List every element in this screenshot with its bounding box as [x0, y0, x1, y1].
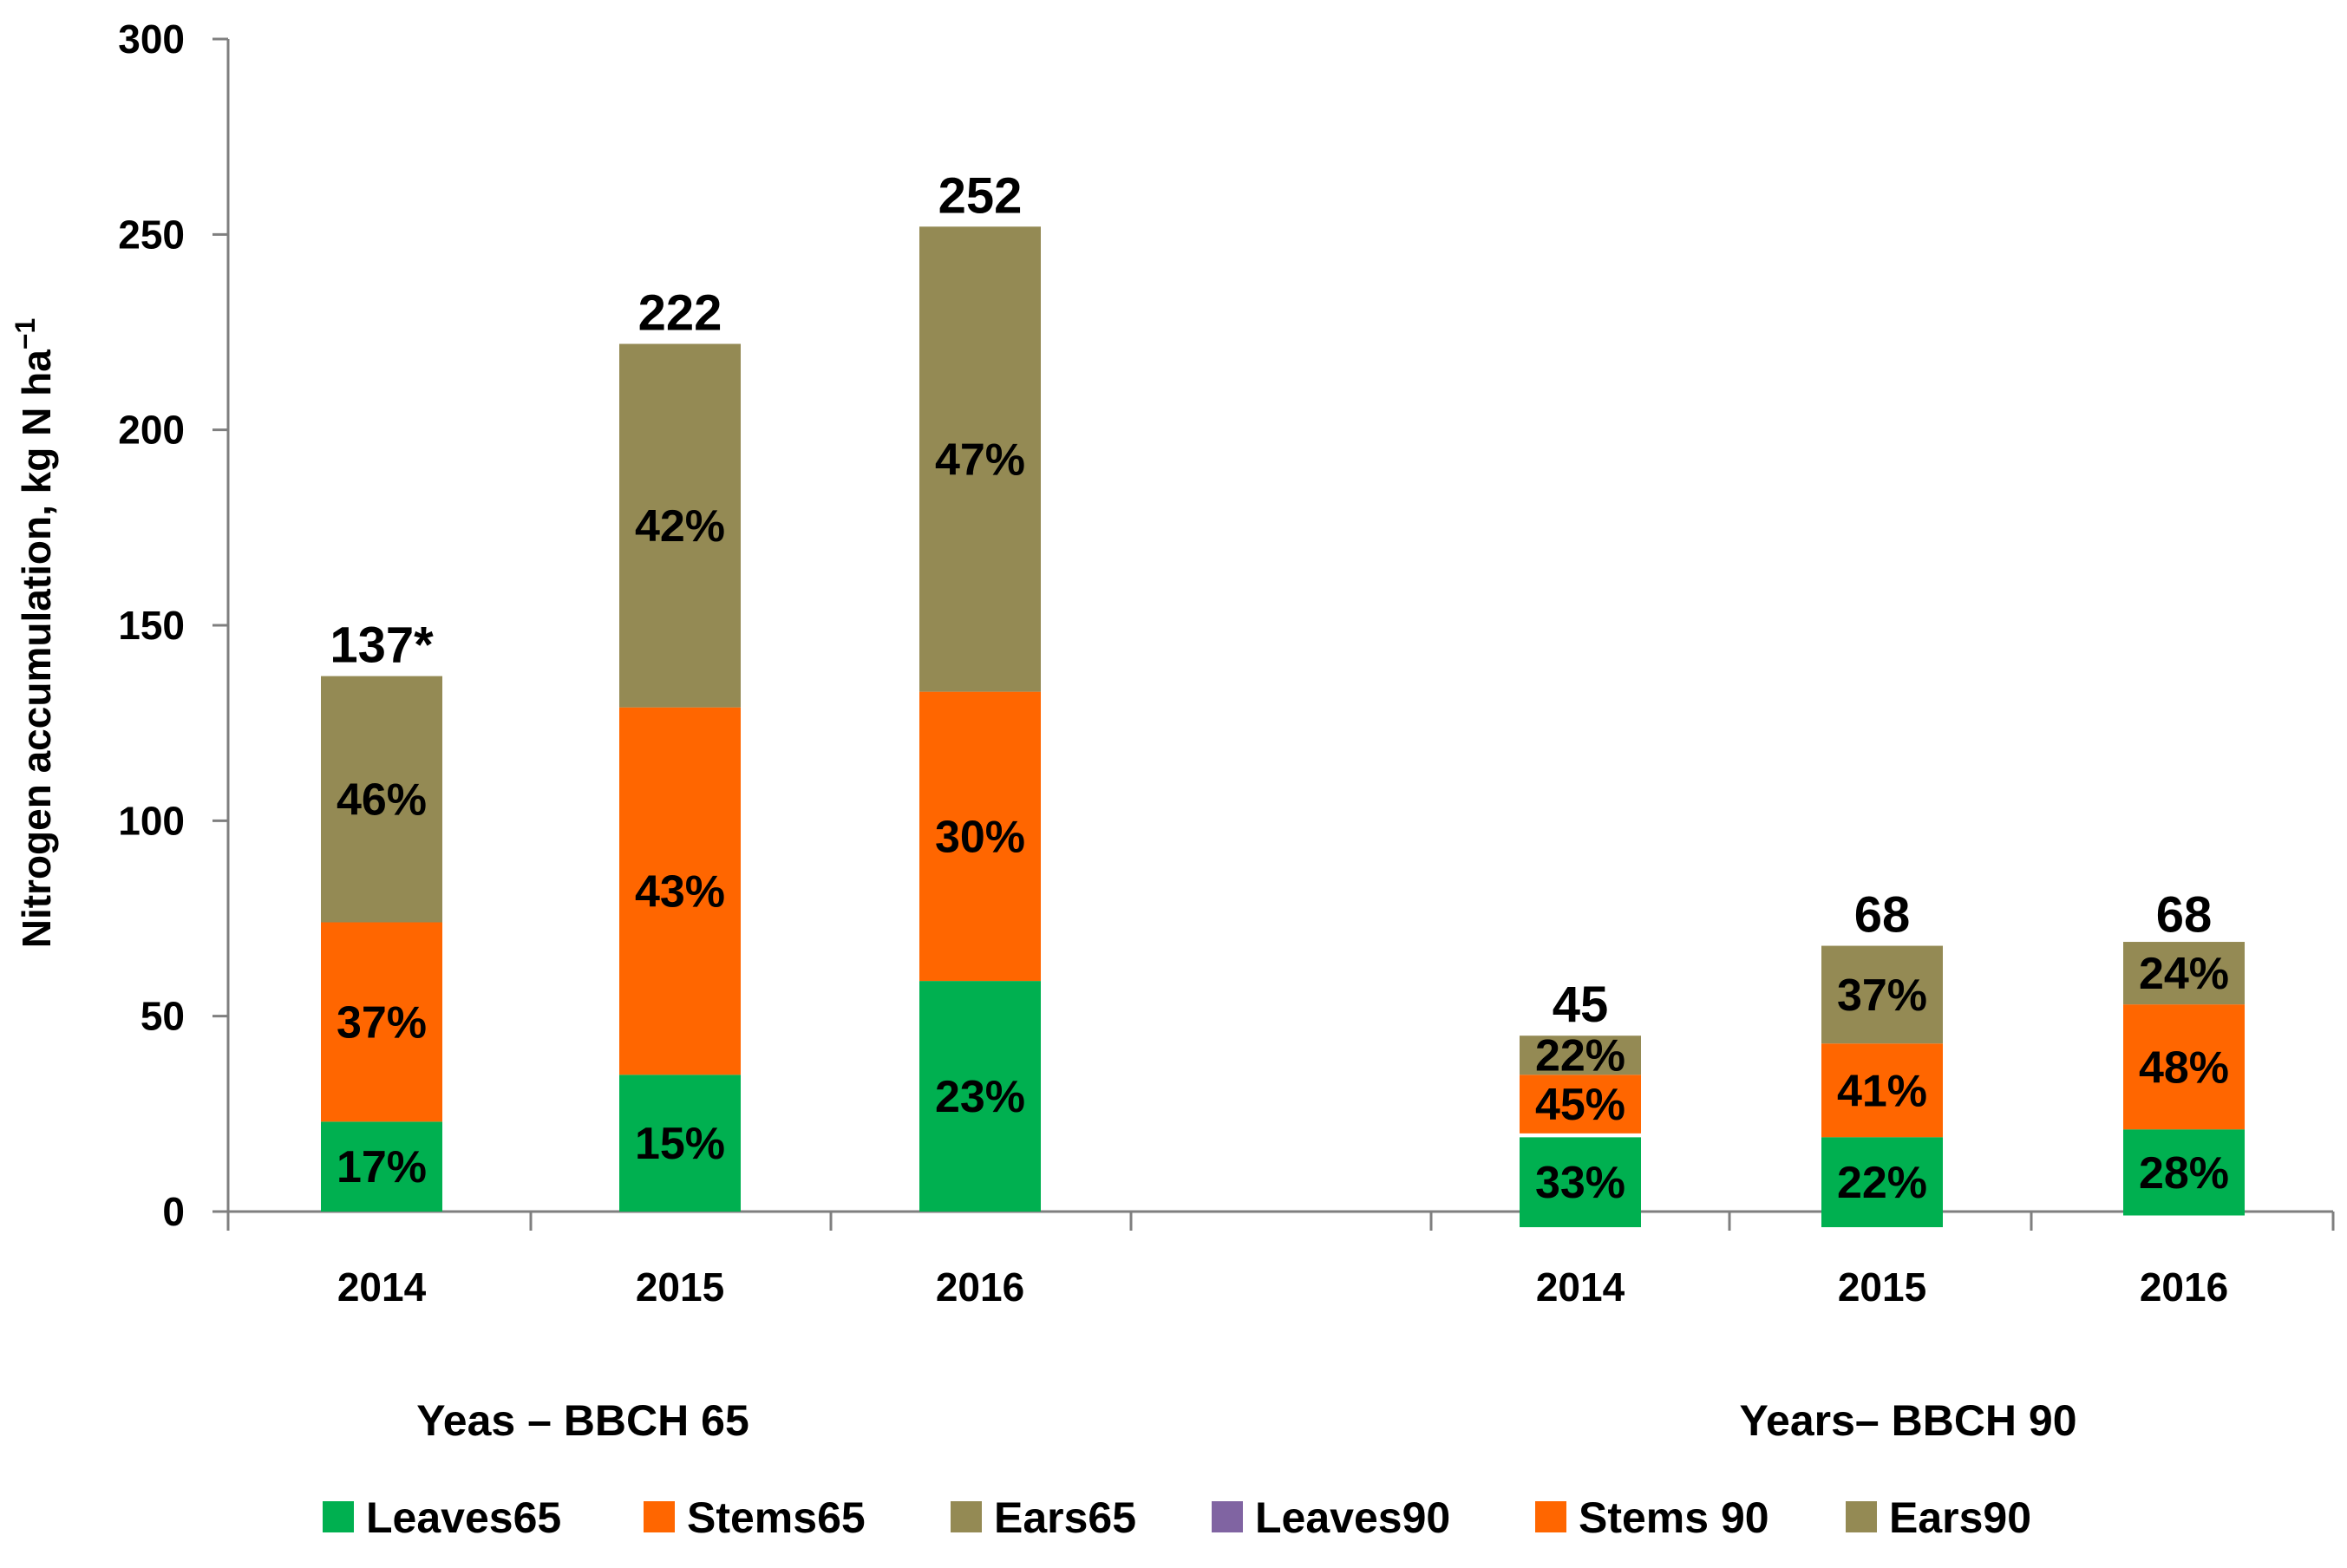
x-category-label: 2014 [337, 1264, 427, 1310]
segment-percent-label: 37% [1837, 970, 1927, 1021]
bar-segment-leaves65 [1821, 1137, 1943, 1228]
segment-percent-label: 22% [1837, 1158, 1927, 1208]
segment-percent-label: 23% [935, 1072, 1025, 1122]
bar-segment-leaves65 [2123, 1129, 2245, 1216]
legend-label-stems90: Stems 90 [1579, 1493, 1769, 1542]
x-category-label: 2014 [1536, 1264, 1625, 1310]
segment-percent-label: 33% [1535, 1158, 1625, 1208]
legend-label-stems65: Stems65 [687, 1493, 866, 1542]
bar-segment-stems65 [321, 922, 442, 1122]
bar-segment-ears65 [619, 343, 741, 708]
x-category-label: 2015 [1838, 1264, 1926, 1310]
y-tick-label: 100 [118, 798, 185, 843]
legend-label-ears90: Ears90 [1889, 1493, 2031, 1542]
legend-swatch-ears65 [951, 1501, 982, 1532]
group-label-bbch65: Yeas – BBCH 65 [416, 1396, 749, 1445]
bar-segment-ears90 [2123, 942, 2245, 1005]
bar-segment-ears90 [1821, 945, 1943, 1044]
legend-label-leaves90: Leaves90 [1255, 1493, 1450, 1542]
segment-percent-label: 47% [935, 434, 1025, 485]
segment-percent-label: 30% [935, 812, 1025, 862]
bar-segment-ears65 [919, 226, 1041, 692]
legend-label-ears65: Ears65 [994, 1493, 1136, 1542]
bar-segment-stems65 [919, 691, 1041, 982]
segment-percent-label: 48% [2139, 1042, 2229, 1093]
legend-swatch-ears90 [1846, 1501, 1877, 1532]
bar-segment-leaves65 [321, 1121, 442, 1212]
bar-segment-stems90 [1520, 1075, 1641, 1134]
y-tick-label: 250 [118, 212, 185, 257]
x-category-label: 2015 [636, 1264, 724, 1310]
bar-segment-stems90 [1821, 1043, 1943, 1138]
y-tick-label: 0 [162, 1189, 185, 1234]
legend-swatch-leaves90 [1212, 1501, 1243, 1532]
bar-total-label: 68 [1854, 887, 1911, 944]
bar-total-label: 252 [938, 167, 1023, 224]
segment-percent-label: 15% [635, 1119, 725, 1169]
bar-segment-leaves65 [619, 1075, 741, 1212]
bar-total-label: 137* [330, 617, 434, 674]
segment-percent-label: 24% [2139, 949, 2229, 999]
bar-segment-ears90 [1520, 1036, 1641, 1075]
y-tick-label: 150 [118, 603, 185, 648]
segment-percent-label: 41% [1837, 1066, 1927, 1116]
x-category-label: 2016 [936, 1264, 1024, 1310]
y-tick-label: 50 [141, 994, 185, 1039]
y-tick-label: 200 [118, 408, 185, 453]
segment-percent-label: 46% [337, 775, 427, 826]
segment-percent-label: 43% [635, 866, 725, 917]
bar-segment-leaves65 [919, 981, 1041, 1212]
y-axis-label: Nitrogen accumulation, kg N ha−1 [10, 318, 59, 949]
legend-swatch-leaves65 [323, 1501, 354, 1532]
segment-percent-label: 17% [337, 1142, 427, 1192]
segment-percent-label: 37% [337, 997, 427, 1048]
x-category-label: 2016 [2140, 1264, 2228, 1310]
segment-percent-label: 42% [635, 501, 725, 552]
bar-segment-ears65 [321, 676, 442, 923]
bar-total-label: 45 [1553, 977, 1609, 1033]
segment-percent-label: 28% [2139, 1148, 2229, 1199]
segment-percent-label: 45% [1535, 1080, 1625, 1130]
y-tick-label: 300 [118, 16, 185, 62]
bar-segment-stems90 [2123, 1004, 2245, 1130]
bar-total-label: 222 [638, 285, 722, 342]
bar-total-label: 68 [2156, 887, 2213, 944]
legend-swatch-stems90 [1535, 1501, 1566, 1532]
bar-segment-leaves65 [1520, 1137, 1641, 1228]
legend-label-leaves65: Leaves65 [366, 1493, 561, 1542]
segment-percent-label: 22% [1535, 1031, 1625, 1081]
group-label-bbch90: Years– BBCH 90 [1739, 1396, 2076, 1445]
bar-segment-stems65 [619, 707, 741, 1075]
legend-swatch-stems65 [644, 1501, 675, 1532]
